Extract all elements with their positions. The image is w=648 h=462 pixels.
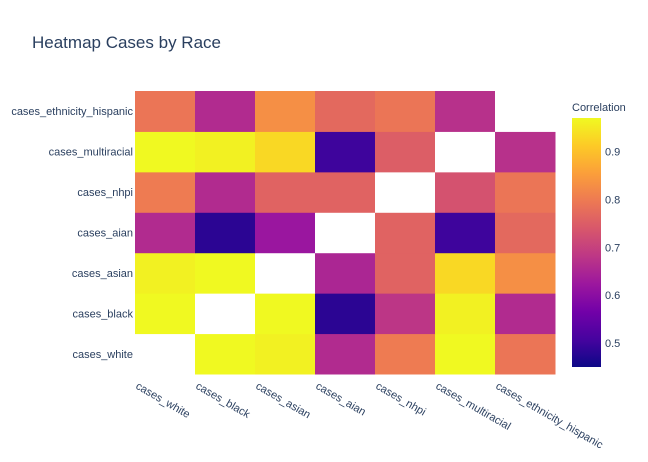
heatmap-cell bbox=[135, 293, 196, 335]
heatmap-cell bbox=[495, 171, 556, 213]
heatmap-cell bbox=[435, 131, 496, 173]
heatmap-cell bbox=[495, 252, 556, 294]
heatmap-cell bbox=[255, 171, 316, 213]
y-tick-label: cases_aian bbox=[77, 228, 133, 240]
heatmap-cell bbox=[255, 212, 316, 254]
heatmap-cell bbox=[315, 333, 376, 375]
heatmap-cell bbox=[315, 131, 376, 173]
chart-title: Heatmap Cases by Race bbox=[32, 33, 221, 52]
x-tick-label: cases_ethnicity_hispanic bbox=[494, 380, 606, 451]
colorbar-scale bbox=[572, 118, 601, 367]
heatmap-cell bbox=[435, 212, 496, 254]
heatmap-cell bbox=[255, 131, 316, 173]
heatmap-cell bbox=[375, 293, 436, 335]
y-axis-ticks: cases_white cases_black cases_asian cases_a… bbox=[11, 106, 133, 361]
heatmap-cell bbox=[135, 212, 196, 254]
colorbar-title: Correlation bbox=[572, 102, 626, 114]
x-tick-label: cases_white bbox=[134, 380, 192, 421]
heatmap-cell bbox=[375, 212, 436, 254]
heatmap-cell bbox=[255, 293, 316, 335]
heatmap-cell bbox=[435, 333, 496, 375]
heatmap-cell bbox=[375, 171, 436, 213]
heatmap-cell bbox=[435, 252, 496, 294]
heatmap-cell bbox=[435, 171, 496, 213]
heatmap-cell bbox=[135, 252, 196, 294]
heatmap-cell bbox=[315, 91, 376, 132]
heatmap-cell bbox=[195, 252, 256, 294]
heatmap-cell bbox=[135, 91, 196, 132]
colorbar-tick-label: 0.6 bbox=[605, 290, 620, 302]
heatmap-cell bbox=[195, 212, 256, 254]
heatmap-cell bbox=[375, 131, 436, 173]
heatmap-cell bbox=[195, 91, 256, 132]
heatmap-cell bbox=[495, 293, 556, 335]
heatmap-cell bbox=[195, 333, 256, 375]
heatmap-cell bbox=[255, 91, 316, 132]
heatmap-cell bbox=[495, 91, 556, 132]
heatmap-cells bbox=[135, 91, 556, 375]
y-tick-label: cases_nhpi bbox=[77, 187, 133, 199]
colorbar-tick-label: 0.7 bbox=[605, 242, 620, 254]
y-tick-label: cases_white bbox=[72, 349, 133, 361]
x-tick-label: cases_asian bbox=[254, 380, 313, 421]
heatmap-cell bbox=[195, 293, 256, 335]
heatmap-cell bbox=[135, 333, 196, 375]
y-tick-label: cases_asian bbox=[72, 268, 133, 280]
colorbar-ticks: 0.5 0.6 0.7 0.8 0.9 bbox=[605, 147, 620, 351]
heatmap-cell bbox=[255, 333, 316, 375]
heatmap-cell bbox=[435, 293, 496, 335]
heatmap-cell bbox=[315, 212, 376, 254]
heatmap-cell bbox=[315, 293, 376, 335]
y-tick-label: cases_ethnicity_hispanic bbox=[11, 106, 133, 118]
heatmap-cell bbox=[375, 333, 436, 375]
colorbar-tick-label: 0.8 bbox=[605, 194, 620, 206]
heatmap-cell bbox=[495, 131, 556, 173]
heatmap-cell bbox=[495, 212, 556, 254]
heatmap-cell bbox=[435, 91, 496, 132]
colorbar: Correlation 0.5 0.6 0.7 0.8 0.9 bbox=[572, 102, 626, 367]
colorbar-tick-label: 0.9 bbox=[605, 147, 620, 159]
x-axis-ticks: cases_white cases_black cases_asian cases_a… bbox=[134, 380, 606, 451]
heatmap-cell bbox=[495, 333, 556, 375]
heatmap-cell bbox=[375, 91, 436, 132]
y-tick-label: cases_multiracial bbox=[49, 147, 133, 159]
heatmap-cell bbox=[315, 252, 376, 294]
heatmap-cell bbox=[255, 252, 316, 294]
y-tick-label: cases_black bbox=[72, 308, 133, 320]
heatmap-cell bbox=[135, 131, 196, 173]
x-tick-label: cases_nhpi bbox=[374, 380, 428, 418]
heatmap-cell bbox=[315, 171, 376, 213]
heatmap-cell bbox=[195, 171, 256, 213]
x-tick-label: cases_black bbox=[194, 380, 253, 421]
x-tick-label: cases_aian bbox=[314, 380, 368, 418]
heatmap-cell bbox=[135, 171, 196, 213]
heatmap-cell bbox=[375, 252, 436, 294]
colorbar-tick-label: 0.5 bbox=[605, 338, 620, 350]
heatmap-cell bbox=[195, 131, 256, 173]
